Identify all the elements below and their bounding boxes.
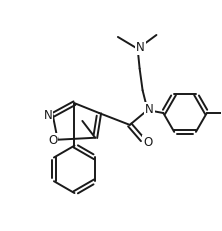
Text: O: O (143, 136, 152, 149)
Text: N: N (145, 103, 154, 116)
Text: N: N (44, 109, 52, 122)
Text: N: N (136, 41, 145, 54)
Text: O: O (48, 134, 57, 147)
